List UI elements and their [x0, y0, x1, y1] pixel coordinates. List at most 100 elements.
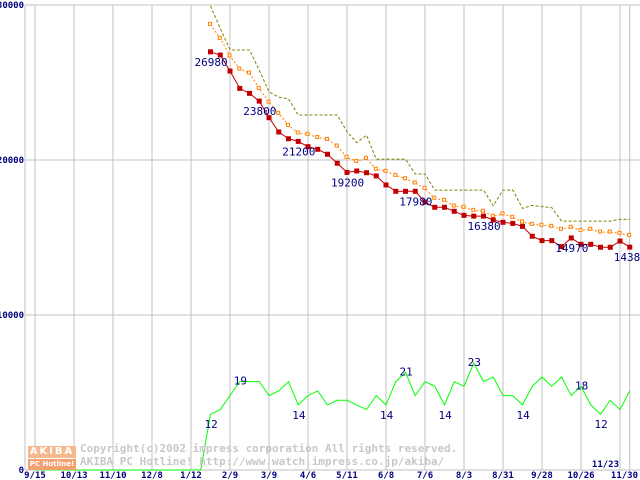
data-point-min [412, 188, 418, 194]
data-point-average [295, 130, 300, 135]
data-point-min [588, 241, 594, 247]
data-point-average [373, 166, 378, 171]
logo-bottom: PC Hotline! [28, 459, 76, 470]
x-tick-label: 3/9 [261, 471, 277, 480]
data-point-average [500, 211, 505, 216]
data-point-min [598, 244, 603, 250]
data-point-min [520, 223, 525, 229]
data-label-count: 12 [595, 418, 608, 431]
data-point-average [529, 221, 534, 226]
data-point-min [432, 204, 438, 210]
data-point-min [344, 169, 350, 175]
data-point-min [539, 238, 545, 244]
data-point-average [578, 227, 583, 232]
data-point-average [247, 70, 251, 75]
data-label-min: 21200 [282, 145, 315, 158]
data-point-min [295, 138, 301, 144]
data-point-min [422, 199, 428, 205]
akiba-logo: AKIBA PC Hotline! [28, 446, 76, 470]
x-tick-label: 10/13 [60, 471, 87, 480]
data-label-min: 14380 [614, 251, 640, 264]
logo-top: AKIBA [28, 446, 76, 458]
data-point-average [490, 213, 495, 218]
data-label-min: 26980 [195, 56, 228, 69]
data-label-min: 19200 [331, 176, 364, 189]
data-point-average [237, 66, 242, 71]
data-point-average [208, 21, 212, 26]
data-point-average [383, 168, 388, 173]
data-point-min [334, 160, 340, 166]
x-tick-label: 10/26 [567, 471, 594, 480]
data-point-average [256, 85, 261, 90]
data-point-min [383, 182, 389, 188]
data-point-min [305, 144, 311, 150]
data-point-average [266, 99, 271, 104]
data-point-average [471, 207, 476, 212]
data-point-average [412, 180, 417, 185]
data-point-average [451, 203, 456, 208]
data-point-min [627, 244, 633, 250]
data-point-min [500, 219, 506, 225]
data-point-average [422, 185, 427, 190]
data-point-average [442, 197, 446, 202]
data-point-average [481, 208, 485, 213]
data-point-average [461, 204, 466, 209]
data-point-average [315, 135, 320, 140]
data-label-count: 14 [439, 409, 453, 422]
data-point-min [559, 244, 564, 250]
data-point-average [539, 222, 544, 227]
data-point-average [276, 110, 281, 115]
data-point-min [276, 129, 282, 135]
x-tick-label: 1/12 [180, 471, 202, 480]
data-point-min [256, 98, 262, 104]
data-point-average [344, 154, 349, 159]
y-tick-label: 10000 [0, 311, 24, 321]
series-line-average [210, 24, 630, 236]
data-point-average [520, 219, 524, 224]
data-point-min [237, 85, 243, 91]
data-point-min [354, 168, 360, 174]
data-point-min [617, 238, 623, 244]
x-tick-label: 12/8 [141, 471, 163, 480]
data-point-min [607, 244, 613, 250]
data-point-average [364, 155, 368, 160]
series-line-max [210, 5, 630, 222]
data-point-min [510, 220, 516, 226]
data-label-count: 14 [292, 409, 306, 422]
x-tick-label: 2/9 [222, 471, 238, 480]
data-label-count: 14 [517, 409, 531, 422]
data-point-min [451, 208, 457, 214]
series-line-count [35, 361, 631, 471]
data-label-count: 23 [468, 356, 481, 369]
data-point-min [442, 204, 447, 210]
data-point-min [217, 52, 223, 58]
data-point-min [208, 49, 213, 55]
data-point-min [286, 136, 291, 142]
data-point-min [247, 90, 252, 96]
data-point-average [325, 136, 329, 141]
data-label-min: 16380 [468, 220, 501, 233]
data-point-average [354, 158, 359, 163]
data-point-average [227, 53, 232, 58]
x-tick-label: 8/3 [456, 471, 472, 480]
data-point-average [627, 232, 632, 237]
data-point-min [325, 151, 330, 157]
data-label-count: 14 [380, 409, 394, 422]
data-label-count: 18 [575, 379, 588, 392]
data-point-average [217, 35, 222, 40]
x-tick-label: 6/8 [378, 471, 394, 480]
data-point-min [568, 235, 574, 241]
x-tick-label: 7/6 [417, 471, 433, 480]
data-point-average [559, 226, 563, 231]
data-point-min [403, 188, 408, 194]
data-point-min [529, 233, 535, 239]
data-point-min [481, 213, 486, 219]
data-point-average [549, 223, 554, 228]
data-point-average [286, 122, 290, 127]
data-label-count: 21 [400, 365, 413, 378]
data-point-average [432, 195, 437, 200]
y-tick-label: 30000 [0, 1, 24, 11]
x-tick-label: 4/6 [300, 471, 316, 480]
data-point-min [393, 188, 399, 194]
